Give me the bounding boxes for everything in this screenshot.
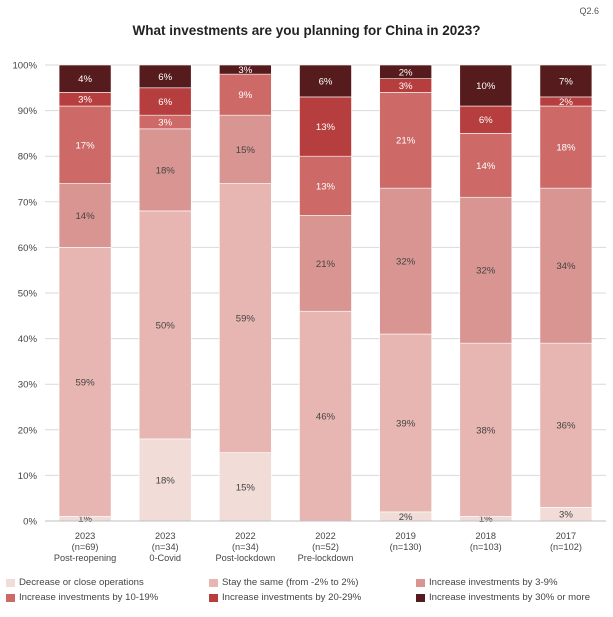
y-tick-label: 90% (18, 106, 38, 117)
data-label: 6% (319, 76, 333, 87)
legend-swatch (416, 594, 425, 602)
legend-swatch (416, 579, 425, 587)
y-tick-label: 0% (23, 517, 37, 528)
legend-item: Decrease or close operations (6, 577, 209, 588)
data-label: 39% (396, 418, 416, 429)
data-label: 14% (75, 211, 95, 222)
y-tick-label: 60% (18, 243, 38, 254)
legend-swatch (6, 594, 15, 602)
data-label: 36% (556, 421, 576, 432)
data-label: 14% (476, 161, 496, 172)
stacked-bar-chart: 0% 10% 20% 30% 40% 50% 60% 70% 80% 90% 100% 1% 59% 14… (0, 0, 613, 575)
data-label: 59% (236, 314, 256, 325)
data-label: 18% (556, 143, 576, 154)
x-tick-label: (n=69) (72, 542, 99, 552)
data-label: 13% (316, 122, 336, 133)
x-tick-label: (n=103) (470, 542, 502, 552)
data-label: 3% (78, 95, 92, 106)
data-label: 32% (396, 257, 416, 268)
legend-swatch (6, 579, 15, 587)
x-tick-label: (n=102) (550, 542, 582, 552)
legend-item: Increase investments by 10-19% (6, 592, 209, 603)
data-label: 50% (156, 320, 176, 331)
data-label: 3% (238, 65, 252, 76)
data-label: 10% (476, 81, 496, 92)
legend-item: Stay the same (from -2% to 2%) (209, 577, 416, 588)
legend-label: Increase investments by 10-19% (19, 592, 158, 603)
x-tick-label: 2023 (75, 531, 95, 541)
x-tick-label: (n=52) (312, 542, 339, 552)
legend-label: Increase investments by 3-9% (429, 577, 558, 588)
data-label: 13% (316, 181, 336, 192)
data-label: 15% (236, 482, 256, 493)
legend-item: Increase investments by 30% or more (416, 592, 590, 603)
x-tick-label: Post-lockdown (215, 553, 275, 563)
data-label: 18% (156, 475, 176, 486)
legend-swatch (209, 594, 218, 602)
data-label: 3% (559, 510, 573, 521)
x-tick-label: Pre-lockdown (298, 553, 354, 563)
data-label: 3% (158, 118, 172, 129)
x-tick-label: 2023 (155, 531, 175, 541)
x-tick-label: 0-Covid (149, 553, 181, 563)
legend-row: Increase investments by 10-19% Increase … (6, 590, 613, 605)
y-tick-label: 70% (18, 197, 38, 208)
x-tick-label: 2018 (476, 531, 496, 541)
y-tick-label: 80% (18, 152, 38, 163)
legend-row: Decrease or close operations Stay the sa… (6, 575, 613, 590)
data-label: 15% (236, 145, 256, 156)
data-label: 7% (559, 76, 573, 87)
legend-item: Increase investments by 3-9% (416, 577, 558, 588)
data-label: 4% (78, 74, 92, 85)
data-label: 6% (479, 115, 493, 126)
data-label: 9% (238, 90, 252, 101)
y-tick-label: 10% (18, 471, 38, 482)
y-tick-label: 40% (18, 334, 38, 345)
legend-label: Decrease or close operations (19, 577, 144, 588)
data-label: 21% (396, 136, 416, 147)
x-tick-label: 2017 (556, 531, 576, 541)
legend-swatch (209, 579, 218, 587)
data-label: 2% (399, 67, 413, 78)
x-tick-label: (n=34) (232, 542, 259, 552)
data-label: 2% (559, 97, 573, 108)
x-tick-label: (n=130) (390, 542, 422, 552)
data-label: 17% (75, 140, 95, 151)
data-label: 3% (399, 81, 413, 92)
y-tick-label: 50% (18, 289, 38, 300)
legend-label: Stay the same (from -2% to 2%) (222, 577, 359, 588)
y-tick-label: 20% (18, 425, 38, 436)
data-label: 34% (556, 261, 576, 272)
data-label: 18% (156, 165, 176, 176)
data-label: 6% (158, 72, 172, 83)
data-label: 38% (476, 425, 496, 436)
x-tick-label: (n=34) (152, 542, 179, 552)
x-tick-label: 2019 (395, 531, 415, 541)
legend: Decrease or close operations Stay the sa… (6, 575, 613, 605)
x-tick-label: Post-reopening (54, 553, 116, 563)
y-tick-label: 30% (18, 380, 38, 391)
data-label: 6% (158, 97, 172, 108)
data-label: 59% (75, 377, 95, 388)
data-label: 21% (316, 259, 336, 270)
x-tick-label: 2022 (235, 531, 255, 541)
x-tick-label: 2022 (315, 531, 335, 541)
y-tick-label: 100% (12, 61, 37, 72)
legend-label: Increase investments by 30% or more (429, 592, 590, 603)
legend-label: Increase investments by 20-29% (222, 592, 361, 603)
data-label: 46% (316, 412, 336, 423)
legend-item: Increase investments by 20-29% (209, 592, 416, 603)
data-label: 32% (476, 266, 496, 277)
